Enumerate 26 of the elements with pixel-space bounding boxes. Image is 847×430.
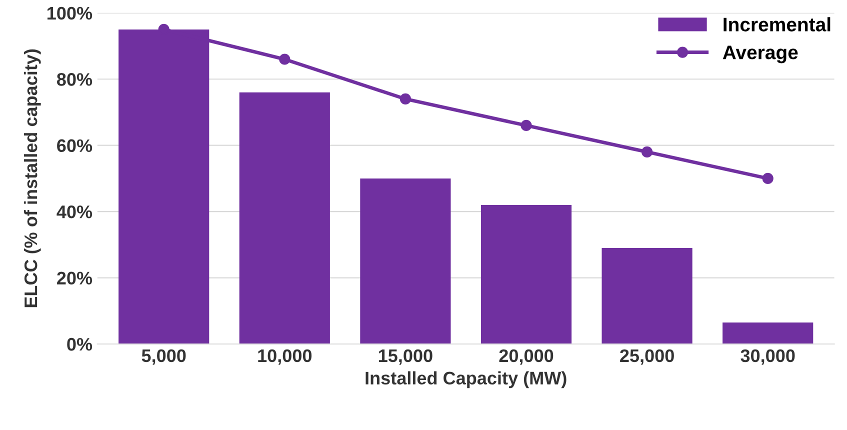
bar [722, 322, 814, 344]
y-tick-label: 0% [67, 338, 92, 351]
bar [480, 204, 572, 344]
point [641, 146, 653, 158]
x-tick-label: 30,000 [740, 349, 795, 365]
x-axis-title: Installed Capacity (MW) [366, 371, 566, 388]
y-tick-label: 100% [48, 6, 92, 20]
bar [239, 92, 330, 344]
y-tick-label: 40% [56, 205, 92, 218]
point [279, 54, 290, 65]
point [520, 120, 532, 132]
y-tick-label: 20% [57, 272, 92, 284]
x-tick-label: 25,000 [620, 349, 674, 365]
point [762, 172, 774, 184]
legend-label: Average [722, 46, 798, 64]
x-tick-label: 10,000 [258, 349, 312, 365]
y-axis-title: ELCC (% of installed capacity) [24, 49, 41, 308]
point [400, 93, 412, 105]
bar [360, 178, 451, 344]
y-tick-label: 80% [56, 73, 92, 86]
legend-label: Incremental [724, 17, 830, 32]
x-tick-label: 5,000 [142, 349, 186, 365]
x-tick-label: 20,000 [499, 349, 554, 365]
x-tick-label: 15,000 [378, 349, 432, 365]
bar [602, 248, 692, 344]
y-tick-label: 60% [57, 139, 92, 152]
